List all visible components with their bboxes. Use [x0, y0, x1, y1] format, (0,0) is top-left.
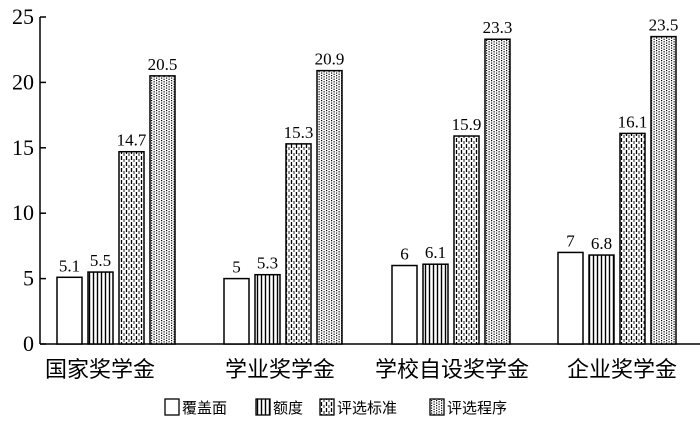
y-tick-label: 5: [23, 266, 34, 291]
data-label: 5: [232, 258, 241, 277]
data-label: 16.1: [618, 112, 648, 131]
data-label: 20.5: [148, 55, 178, 74]
data-label: 20.9: [315, 50, 345, 69]
bar: [223, 277, 250, 345]
data-label: 15.3: [284, 123, 314, 142]
bar: [557, 251, 584, 345]
data-label: 5.3: [257, 254, 278, 273]
bar: [650, 35, 677, 345]
bar: [285, 143, 312, 345]
bar: [391, 264, 418, 345]
legend-label: 额度: [273, 399, 303, 417]
bar: [619, 132, 646, 345]
legend-swatch: [164, 398, 180, 416]
legend: 覆盖面 额度 评选标准 评选程序: [164, 398, 507, 417]
y-tick-label: 25: [12, 4, 34, 29]
y-tick-label: 15: [12, 135, 34, 160]
data-label: 7: [566, 231, 575, 250]
bar: [484, 38, 511, 345]
data-label: 23.3: [483, 18, 513, 37]
data-label: 23.5: [649, 16, 679, 35]
data-label: 6.1: [425, 243, 446, 262]
bar: [422, 263, 449, 345]
y-tick-label: 10: [12, 200, 34, 225]
legend-label: 评选程序: [447, 399, 507, 417]
bar: [149, 75, 176, 345]
data-label: 5.1: [59, 256, 80, 275]
y-tick-label: 0: [23, 331, 34, 356]
data-label: 6.8: [591, 234, 612, 253]
x-category-label: 国家奖学金: [45, 358, 155, 383]
bar: [118, 150, 145, 345]
bar: [453, 135, 480, 345]
bar: [316, 69, 343, 345]
legend-swatch: [255, 398, 271, 416]
legend-label: 覆盖面: [182, 399, 227, 417]
x-category-label: 学业奖学金: [225, 358, 335, 383]
data-label: 15.9: [452, 115, 482, 134]
data-label: 5.5: [90, 251, 111, 270]
x-category-label: 学校自设奖学金: [375, 358, 529, 383]
x-category-label: 企业奖学金: [567, 358, 677, 383]
data-label: 6: [400, 245, 409, 264]
legend-swatch: [319, 398, 335, 416]
bar: [87, 271, 114, 345]
bars: 5.1 5.5 14.7 20.5 国家奖学金 5 5.3 15.3 20.9 学业奖学金 6 6.1…: [45, 16, 678, 383]
y-tick-label: 20: [12, 69, 34, 94]
legend-swatch: [429, 398, 445, 416]
bar: [254, 273, 281, 345]
legend-label: 评选标准: [337, 399, 397, 417]
data-label: 14.7: [117, 131, 147, 150]
bar: [56, 276, 83, 345]
bar: [588, 254, 615, 345]
